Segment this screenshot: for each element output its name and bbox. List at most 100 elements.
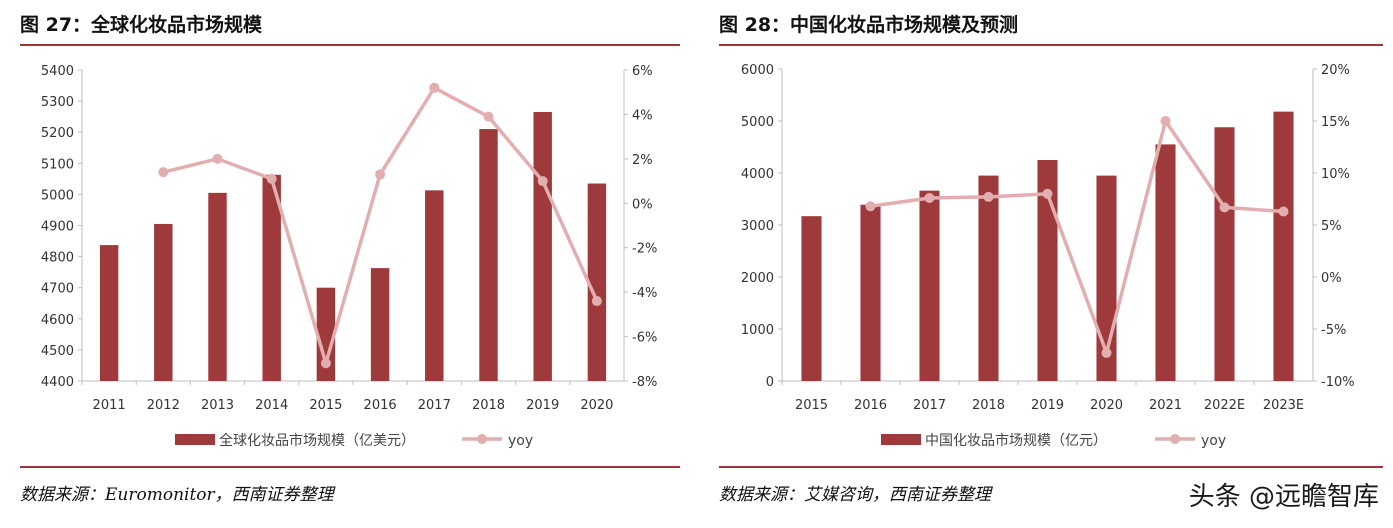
bar [1155, 144, 1176, 381]
bar [262, 174, 281, 381]
x-tick-label: 2017 [418, 398, 451, 413]
y-tick-label: 4900 [41, 220, 74, 235]
x-tick-label: 2015 [309, 398, 342, 413]
bar [154, 223, 173, 381]
y2-tick-label: -8% [632, 375, 657, 390]
x-tick-label: 2011 [93, 398, 126, 413]
y-tick-label: 0 [766, 375, 774, 390]
yoy-point [320, 358, 331, 369]
y-tick-label: 5100 [41, 157, 74, 172]
yoy-point [266, 173, 277, 184]
yoy-point [1219, 202, 1230, 213]
x-tick-label: 2020 [580, 398, 613, 413]
yoy-point [591, 296, 602, 307]
y2-tick-label: -5% [1321, 323, 1346, 338]
y2-tick-label: 0% [1321, 271, 1342, 286]
legend-bar-label: 全球化妆品市场规模（亿美元） [219, 432, 415, 449]
bar [801, 216, 822, 381]
legend-line-marker [1170, 434, 1180, 444]
y2-tick-label: 2% [632, 153, 653, 168]
y2-tick-label: -2% [632, 242, 657, 257]
x-tick-label: 2017 [913, 398, 946, 413]
y-tick-label: 4400 [41, 375, 74, 390]
legend-line-label: yoy [1201, 433, 1226, 449]
y-tick-label: 3000 [741, 219, 774, 234]
yoy-point [375, 169, 386, 180]
x-tick-label: 2018 [472, 398, 505, 413]
yoy-point [483, 111, 494, 122]
y2-tick-label: -4% [632, 286, 657, 301]
source-rule [20, 466, 680, 468]
chart-panel-global: 图 27：全球化妆品市场规模 4400 4500 4600 4700 4800 4900 5… [0, 0, 690, 528]
x-tick-label: 2016 [364, 398, 397, 413]
yoy-point [212, 153, 223, 164]
y-tick-label: 5200 [41, 126, 74, 141]
figure-title: 图 28：中国化妆品市场规模及预测 [719, 14, 1019, 36]
y2-tick-label: 0% [632, 197, 653, 212]
y-tick-label: 6000 [741, 63, 774, 78]
legend-bar-swatch [175, 434, 215, 445]
y-tick-label: 4700 [41, 282, 74, 297]
y2-tick-label: 5% [1321, 219, 1342, 234]
yoy-point [1160, 116, 1171, 126]
y-tick-label: 1000 [741, 323, 774, 338]
source-note: 数据来源：Euromonitor，西南证券整理 [20, 485, 334, 505]
bar [978, 175, 999, 381]
x-tick-label: 2019 [1031, 398, 1064, 413]
x-tick-label: 2014 [255, 398, 288, 413]
bar [425, 190, 444, 381]
bar [370, 268, 390, 381]
x-tick-label: 2018 [972, 398, 1005, 413]
y-tick-label: 4600 [41, 313, 74, 328]
yoy-point [865, 201, 876, 212]
bar [208, 192, 227, 381]
china-market-chart: 0 1000 2000 3000 4000 5000 6000 -10% -5% 0% 5% 10% 1… [741, 63, 1355, 449]
yoy-point [158, 167, 169, 178]
title-rule [719, 44, 1383, 46]
x-tick-label: 2023E [1263, 398, 1304, 413]
y2-tick-label: -6% [632, 331, 657, 346]
bar [533, 111, 552, 382]
y2-tick-label: 15% [1321, 115, 1350, 130]
y-tick-label: 2000 [741, 271, 774, 286]
y2-tick-label: 6% [632, 64, 653, 79]
figure-title: 图 27：全球化妆品市场规模 [20, 14, 263, 36]
x-tick-label: 2021 [1149, 398, 1182, 413]
y-tick-label: 5000 [741, 115, 774, 130]
y-tick-label: 5400 [41, 64, 74, 79]
yoy-point [537, 176, 548, 187]
y-tick-label: 4500 [41, 344, 74, 359]
x-tick-label: 2016 [854, 398, 887, 413]
legend-bar-label: 中国化妆品市场规模（亿元） [925, 432, 1107, 449]
x-tick-label: 2013 [201, 398, 234, 413]
legend-bar-swatch [881, 434, 921, 445]
y-tick-label: 4800 [41, 251, 74, 266]
y-tick-label: 5000 [41, 188, 74, 203]
yoy-point [1101, 347, 1112, 358]
y2-tick-label: 20% [1321, 63, 1350, 78]
source-note: 数据来源：艾媒咨询，西南证券整理 [719, 485, 991, 505]
global-market-chart: 4400 4500 4600 4700 4800 4900 5000 5100 5200 5300… [41, 64, 657, 449]
x-tick-label: 2012 [147, 398, 180, 413]
x-tick-label: 2015 [795, 398, 828, 413]
yoy-point [1042, 188, 1053, 199]
x-tick-label: 2019 [526, 398, 559, 413]
title-rule [20, 44, 680, 46]
legend-line-label: yoy [508, 433, 533, 449]
yoy-point [429, 82, 440, 93]
yoy-point [1278, 206, 1289, 217]
source-rule [719, 466, 1383, 468]
y-tick-label: 5300 [41, 95, 74, 110]
y2-tick-label: -10% [1321, 375, 1355, 390]
bar [860, 204, 881, 381]
bar [919, 190, 940, 381]
bar [1037, 160, 1058, 381]
chart-panel-china: 图 28：中国化妆品市场规模及预测 0 1000 2000 3000 4000 5000 6… [705, 0, 1393, 528]
bar [479, 129, 498, 381]
y-tick-label: 4000 [741, 167, 774, 182]
bar [316, 287, 336, 381]
bar [99, 245, 119, 381]
yoy-line [870, 119, 1284, 355]
yoy-point [924, 192, 935, 203]
x-tick-label: 2022E [1204, 398, 1245, 413]
